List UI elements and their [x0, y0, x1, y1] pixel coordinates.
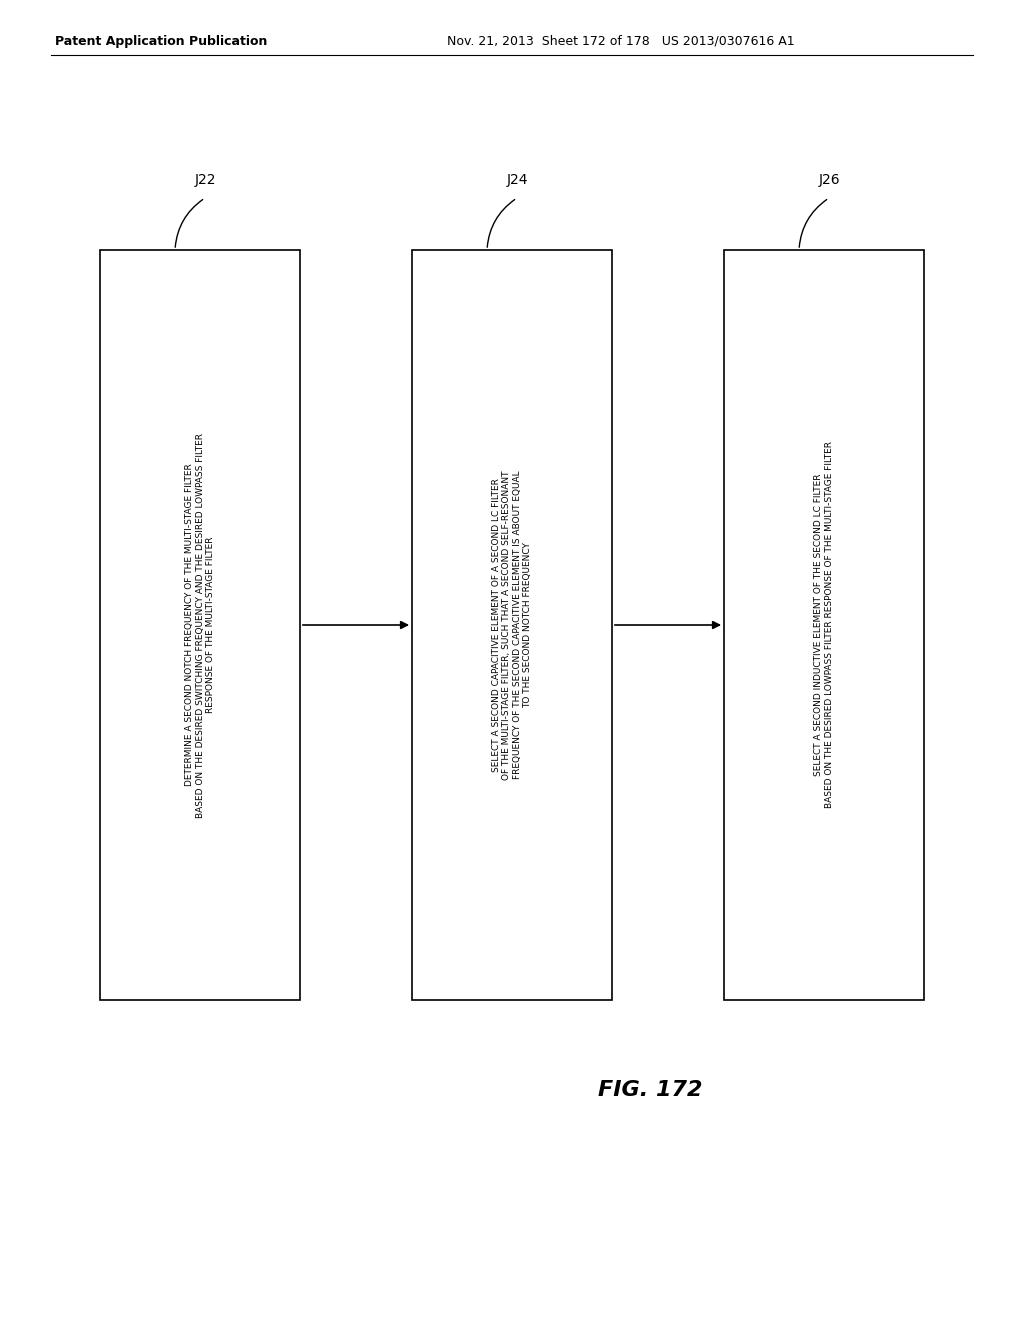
Text: Nov. 21, 2013  Sheet 172 of 178   US 2013/0307616 A1: Nov. 21, 2013 Sheet 172 of 178 US 2013/0…	[435, 36, 795, 48]
Text: DETERMINE A SECOND NOTCH FREQUENCY OF THE MULTI-STAGE FILTER
BASED ON THE DESIRE: DETERMINE A SECOND NOTCH FREQUENCY OF TH…	[185, 433, 215, 817]
Text: FIG. 172: FIG. 172	[598, 1080, 702, 1100]
Text: SELECT A SECOND INDUCTIVE ELEMENT OF THE SECOND LC FILTER
BASED ON THE DESIRED L: SELECT A SECOND INDUCTIVE ELEMENT OF THE…	[814, 441, 834, 808]
Text: J22: J22	[195, 173, 216, 187]
FancyBboxPatch shape	[100, 249, 300, 1001]
Text: J24: J24	[506, 173, 527, 187]
FancyBboxPatch shape	[724, 249, 924, 1001]
Text: SELECT A SECOND CAPACITIVE ELEMENT OF A SECOND LC FILTER
OF THE MULTI-STAGE FILT: SELECT A SECOND CAPACITIVE ELEMENT OF A …	[492, 470, 532, 780]
Text: Patent Application Publication: Patent Application Publication	[55, 36, 267, 48]
Text: J26: J26	[818, 173, 840, 187]
FancyBboxPatch shape	[412, 249, 612, 1001]
